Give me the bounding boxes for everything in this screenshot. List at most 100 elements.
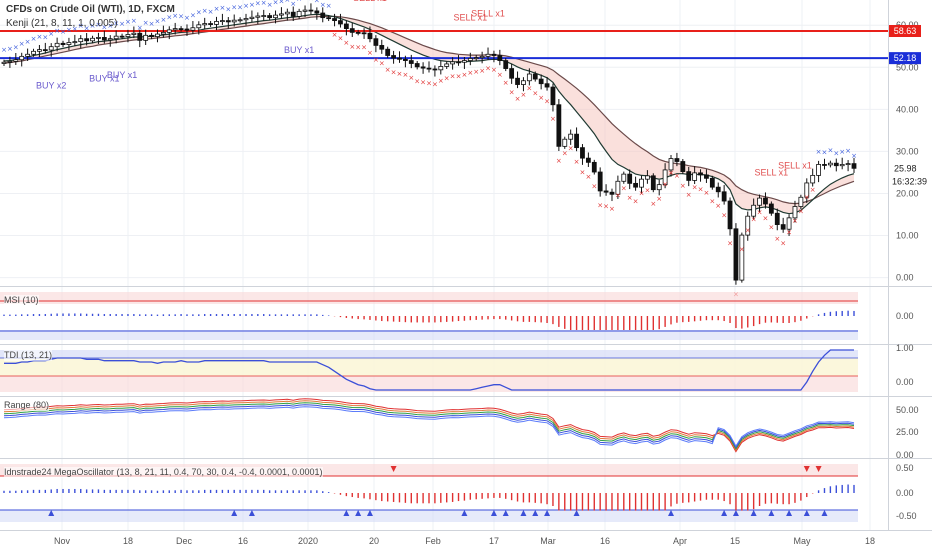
- buy-marker: ×: [851, 152, 857, 160]
- candle-body: [633, 182, 638, 188]
- candle-body: [609, 191, 615, 195]
- axes: 60.0050.0040.0030.0020.0010.000.0058.635…: [54, 20, 927, 546]
- candle-body: [214, 21, 219, 25]
- candle-body: [473, 57, 479, 60]
- buy-marker: ×: [107, 22, 113, 30]
- signal-label: SELL x1: [778, 161, 812, 171]
- candle-body: [839, 164, 845, 167]
- sell-marker: ×: [639, 190, 645, 198]
- candle-body: [550, 86, 556, 106]
- buy-marker: ×: [827, 147, 833, 155]
- sell-marker: ×: [644, 186, 650, 194]
- sell-marker: ×: [609, 205, 615, 213]
- sell-marker: ×: [426, 79, 432, 87]
- price-tick: 20.00: [896, 188, 919, 198]
- pane-tick: 0.00: [896, 311, 914, 321]
- signal-label: SELL x1: [471, 8, 505, 18]
- mega-buy-arrow: [803, 510, 810, 516]
- candle-body: [273, 14, 278, 19]
- candle-body: [668, 158, 674, 171]
- buy-marker: ×: [196, 8, 202, 16]
- pane-tick: 25.00: [896, 427, 919, 437]
- candle-body: [397, 57, 402, 60]
- sell-marker: ×: [751, 216, 757, 224]
- candle-body: [119, 35, 125, 38]
- mega-buy-arrow: [532, 510, 539, 516]
- mega-buy-arrow: [248, 510, 255, 516]
- sell-marker: ×: [538, 94, 544, 102]
- buy-marker: ×: [36, 33, 42, 41]
- candle-body: [37, 49, 42, 52]
- pane-tick: -0.50: [896, 511, 917, 521]
- sell-marker: ×: [580, 169, 586, 177]
- candle-body: [792, 206, 798, 219]
- candle-body: [349, 28, 355, 33]
- candle-body: [816, 164, 821, 176]
- candle-body: [627, 173, 633, 184]
- time-tick: 18: [865, 536, 875, 546]
- candle-body: [739, 234, 745, 281]
- buy-marker: ×: [202, 7, 208, 15]
- candle-body: [467, 58, 473, 61]
- buy-marker: ×: [60, 28, 66, 36]
- candle-body: [438, 66, 444, 71]
- tdi-upper-zone: [0, 350, 858, 358]
- sell-marker: ×: [343, 39, 349, 47]
- candle-body: [78, 38, 84, 43]
- sell-marker: ×: [727, 239, 733, 247]
- sell-marker: ×: [585, 173, 591, 181]
- candle-body: [532, 73, 538, 80]
- candle-body: [456, 61, 461, 64]
- sell-marker: ×: [550, 115, 556, 123]
- candle-body: [19, 55, 25, 61]
- pane-tick: 0.00: [896, 450, 914, 460]
- last-price: 25.98: [894, 163, 917, 173]
- candle-body: [320, 12, 326, 19]
- buy-marker: ×: [296, 0, 302, 3]
- candle-body: [96, 37, 101, 39]
- buy-marker: ×: [845, 147, 851, 155]
- candle-body: [774, 212, 780, 225]
- mega-buy-arrow: [461, 510, 468, 516]
- price-tick: 0.00: [896, 273, 914, 283]
- sell-marker: ×: [674, 172, 680, 180]
- candle-body: [686, 171, 692, 181]
- sell-marker: ×: [698, 185, 704, 193]
- candle-body: [326, 17, 332, 20]
- candle-body: [833, 162, 839, 167]
- buy-marker: ×: [31, 35, 37, 43]
- buy-marker: ×: [54, 27, 60, 35]
- sell-marker: ×: [414, 77, 420, 85]
- mega-buy-arrow: [366, 510, 373, 516]
- signal-label: BUY x1: [107, 70, 137, 80]
- candle-body: [580, 147, 585, 159]
- buy-marker: ×: [290, 0, 296, 8]
- sell-marker: ×: [780, 240, 786, 248]
- candle-body: [639, 178, 644, 188]
- buy-marker: ×: [278, 0, 284, 5]
- sell-marker: ×: [686, 191, 692, 199]
- candle-body: [662, 169, 668, 186]
- sell-marker: ×: [792, 217, 798, 225]
- time-tick: May: [793, 536, 811, 546]
- sell-marker: ×: [532, 90, 538, 98]
- sell-marker: ×: [810, 186, 816, 194]
- sell-marker: ×: [338, 34, 344, 42]
- sell-marker: ×: [332, 31, 338, 39]
- bar-countdown: 16:32:39: [892, 176, 927, 186]
- mega-buy-arrow: [544, 510, 551, 516]
- time-tick: Apr: [673, 536, 687, 546]
- candle-body: [450, 61, 456, 65]
- candle-body: [25, 53, 31, 57]
- buy-marker: ×: [320, 1, 326, 9]
- sell-marker: ×: [544, 98, 550, 106]
- horizontal-levels[interactable]: [0, 29, 888, 60]
- candle-body: [149, 34, 154, 37]
- time-tick: 18: [123, 536, 133, 546]
- candle-body: [137, 32, 143, 41]
- buy-marker: ×: [231, 4, 237, 12]
- pane-tick: 0.00: [896, 488, 914, 498]
- sell-marker: ×: [709, 198, 715, 206]
- candle-body: [721, 191, 727, 202]
